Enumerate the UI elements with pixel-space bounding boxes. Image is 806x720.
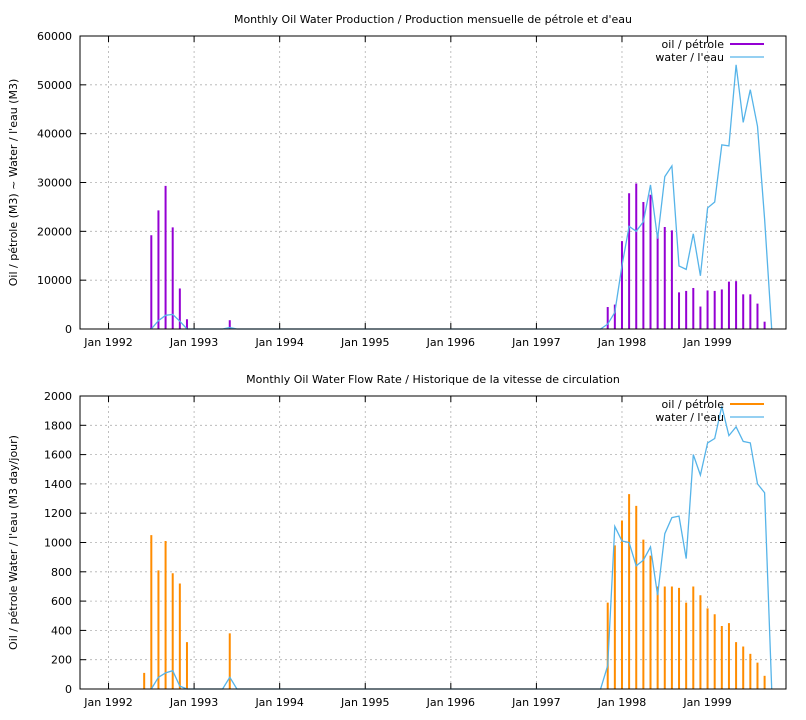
legend-label: oil / pétrole	[662, 398, 725, 411]
y-axis-label: Oil / pétrole (M3) ~ Water / l'eau (M3)	[7, 79, 20, 287]
y-tick-label: 60000	[37, 30, 72, 43]
legend-label: water / l'eau	[655, 51, 724, 64]
y-tick-label: 30000	[37, 177, 72, 190]
water-line	[150, 64, 773, 330]
x-tick-label: Jan 1996	[426, 696, 475, 709]
plot-frame	[79, 395, 787, 690]
y-tick-label: 200	[51, 654, 72, 667]
x-tick-label: Jan 1998	[597, 336, 646, 349]
y-tick-label: 400	[51, 624, 72, 637]
y-axis-label: Oil / pétrole Water / l'eau (M3 day/jour…	[7, 435, 20, 650]
plot-frame	[79, 35, 787, 330]
x-tick-label: Jan 1999	[682, 336, 731, 349]
x-tick-label: Jan 1996	[426, 336, 475, 349]
y-tick-label: 1400	[44, 478, 72, 491]
x-tick-label: Jan 1992	[83, 696, 132, 709]
x-tick-label: Jan 1998	[597, 696, 646, 709]
chart-panel-2: Monthly Oil Water Flow Rate / Historique…	[7, 373, 787, 709]
x-tick-label: Jan 1997	[511, 336, 560, 349]
y-tick-label: 0	[65, 683, 72, 696]
y-tick-label: 1800	[44, 419, 72, 432]
y-tick-label: 1600	[44, 449, 72, 462]
y-tick-label: 20000	[37, 225, 72, 238]
y-tick-label: 2000	[44, 390, 72, 403]
x-tick-label: Jan 1993	[169, 696, 218, 709]
x-tick-label: Jan 1993	[169, 336, 218, 349]
y-tick-label: 10000	[37, 274, 72, 287]
y-tick-label: 50000	[37, 79, 72, 92]
y-tick-label: 800	[51, 566, 72, 579]
x-tick-label: Jan 1994	[254, 336, 303, 349]
legend-label: oil / pétrole	[662, 38, 725, 51]
y-tick-label: 0	[65, 323, 72, 336]
x-tick-label: Jan 1995	[340, 336, 389, 349]
chart-title: Monthly Oil Water Production / Productio…	[234, 13, 632, 26]
chart-title: Monthly Oil Water Flow Rate / Historique…	[246, 373, 620, 386]
x-tick-label: Jan 1995	[340, 696, 389, 709]
chart-panel-1: Monthly Oil Water Production / Productio…	[7, 13, 787, 349]
y-tick-label: 40000	[37, 128, 72, 141]
x-tick-label: Jan 1994	[254, 696, 303, 709]
y-tick-label: 600	[51, 595, 72, 608]
x-tick-label: Jan 1992	[83, 336, 132, 349]
x-tick-label: Jan 1997	[511, 696, 560, 709]
legend-label: water / l'eau	[655, 411, 724, 424]
y-tick-label: 1200	[44, 507, 72, 520]
y-tick-label: 1000	[44, 537, 72, 550]
x-tick-label: Jan 1999	[682, 696, 731, 709]
